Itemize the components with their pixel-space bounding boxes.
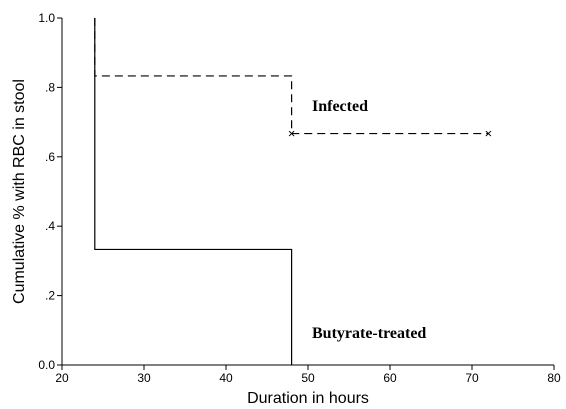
x-tick-label: 60 [383,371,397,385]
x-tick-label: 80 [547,371,561,385]
x-tick-label: 70 [465,371,479,385]
y-tick-label: .8 [45,80,55,94]
series-layer [94,18,492,365]
axes: 20 30 40 50 60 70 80 0.0 .2 .4 .6 .8 1.0 [38,11,561,385]
y-tick-label: .2 [45,289,55,303]
x-tick-label: 20 [55,371,69,385]
infected-series-label: Infected [312,98,368,115]
y-tick-label: 0.0 [38,358,55,372]
butyrate-treated-series-line [94,18,293,365]
y-ticks: 0.0 .2 .4 .6 .8 1.0 [38,11,62,372]
x-tick-label: 50 [301,371,315,385]
infected-series-line [94,18,489,135]
butyrate-treated-series-label: Butyrate-treated [312,325,426,342]
infected-censor-mark [485,130,492,137]
y-tick-label: .6 [45,150,55,164]
x-ticks: 20 30 40 50 60 70 80 [55,365,561,385]
x-tick-label: 40 [219,371,233,385]
x-tick-label: 30 [137,371,151,385]
x-axis-title: Duration in hours [247,390,369,407]
y-tick-label: .4 [45,219,55,233]
infected-censor-mark [288,130,295,137]
y-axis-title: Cumulative % with RBC in stool [11,79,28,304]
labels-layer: Infected Butyrate-treated [312,98,426,342]
y-tick-label: 1.0 [38,11,55,25]
